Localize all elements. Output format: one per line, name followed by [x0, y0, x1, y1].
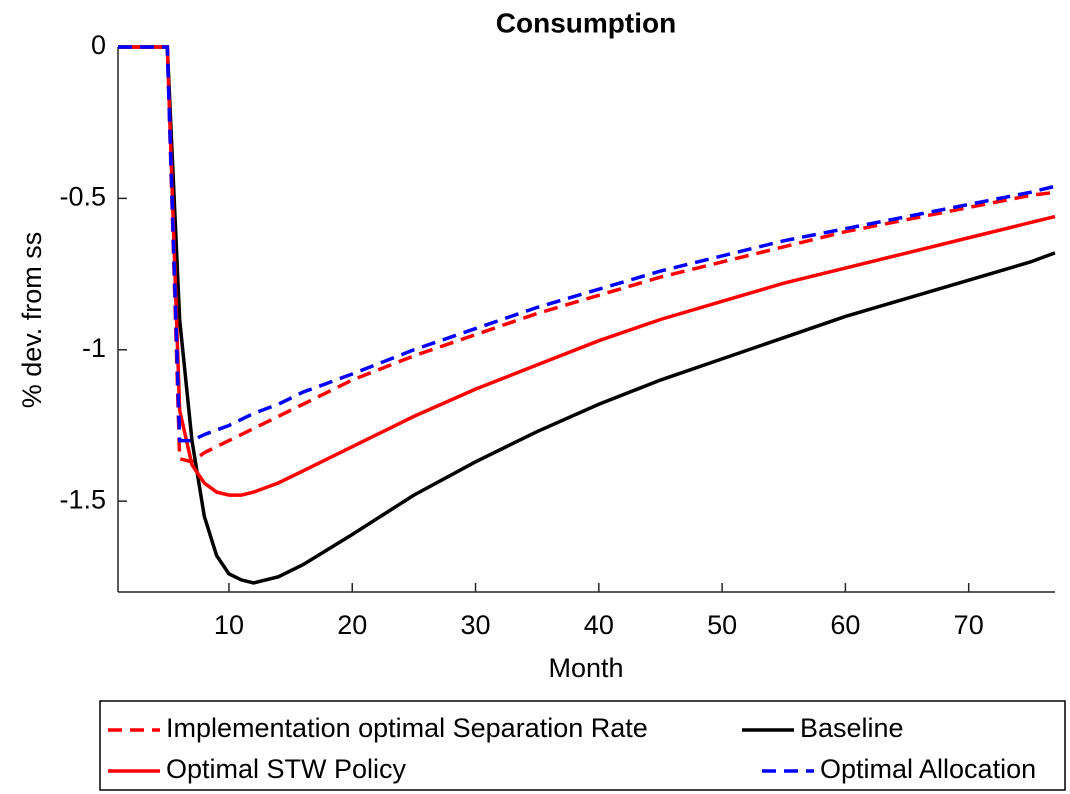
series-line [118, 45, 1056, 497]
series-line [118, 45, 1056, 464]
x-tick-label: 60 [830, 610, 860, 640]
y-tick-label: -1.5 [59, 484, 106, 514]
legend-label: Implementation optimal Separation Rate [166, 713, 648, 743]
y-axis-label: % dev. from ss [17, 232, 47, 409]
legend-label: Baseline [800, 713, 904, 743]
legend-label: Optimal Allocation [820, 754, 1036, 784]
series-line [118, 45, 1056, 443]
series-line [118, 45, 1056, 585]
y-tick-label: 0 [91, 30, 106, 60]
x-tick-label: 70 [954, 610, 984, 640]
x-tick-label: 20 [337, 610, 367, 640]
legend-label: Optimal STW Policy [166, 754, 407, 784]
x-tick-label: 10 [214, 610, 244, 640]
y-tick-label: -0.5 [59, 182, 106, 212]
legend-box [99, 700, 1066, 791]
x-axis-label: Month [548, 653, 623, 683]
chart-title: Consumption [496, 7, 676, 38]
x-tick-label: 40 [584, 610, 614, 640]
x-tick-label: 30 [461, 610, 491, 640]
y-tick-label: -1 [82, 333, 106, 363]
x-tick-label: 50 [707, 610, 737, 640]
